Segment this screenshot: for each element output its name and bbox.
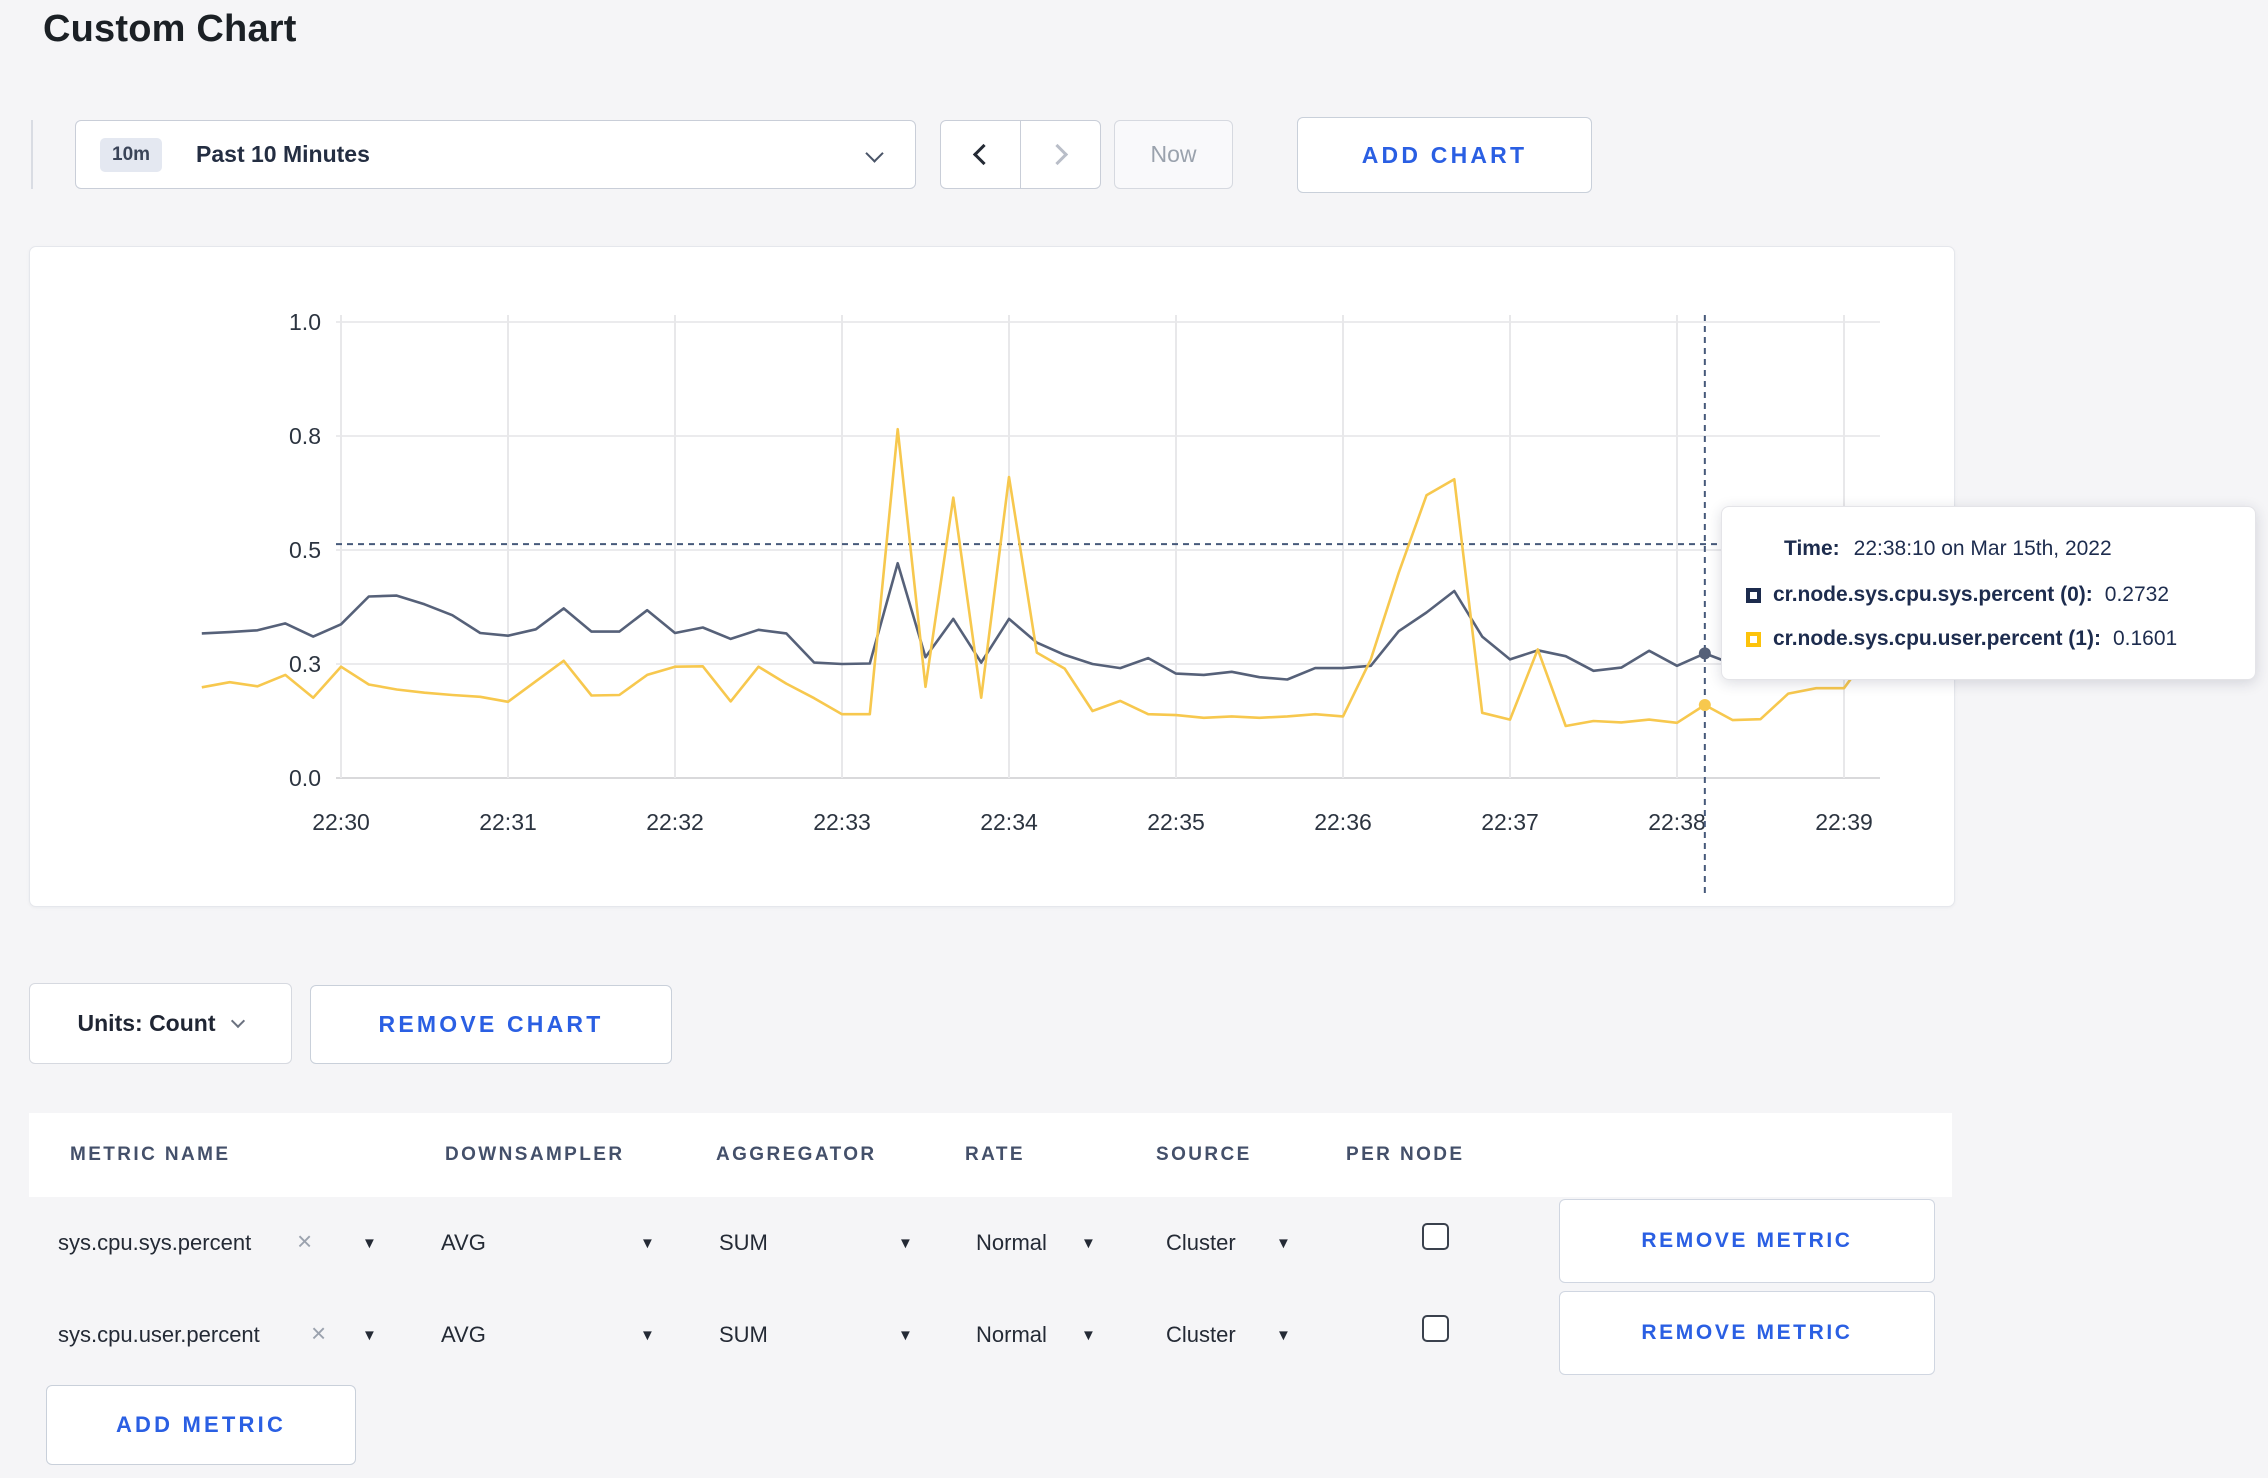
column-header-aggregator: AGGREGATOR <box>716 1144 877 1165</box>
prev-time-button[interactable] <box>941 121 1021 188</box>
source-caret-icon[interactable]: ▼ <box>1276 1327 1291 1344</box>
time-nav-group <box>940 120 1101 189</box>
tooltip-time-row: Time: 22:38:10 on Mar 15th, 2022 <box>1784 537 2112 561</box>
chevron-left-icon <box>972 143 994 166</box>
column-header-rate: RATE <box>965 1144 1025 1165</box>
svg-text:22:32: 22:32 <box>646 809 704 835</box>
per-node-checkbox[interactable] <box>1422 1223 1449 1250</box>
svg-text:0.0: 0.0 <box>289 765 321 791</box>
clear-metric-icon[interactable]: × <box>297 1226 313 1256</box>
add-metric-button[interactable]: ADD METRIC <box>46 1385 356 1465</box>
cpu-usage-chart[interactable]: 1.0 0.8 0.5 0.3 0.0 22:30 22:31 22:32 22:33 22:34… <box>30 247 1956 908</box>
svg-text:22:33: 22:33 <box>813 809 871 835</box>
units-dropdown[interactable]: Units: Count <box>29 983 292 1064</box>
column-header-source: SOURCE <box>1156 1144 1252 1165</box>
svg-text:1.0: 1.0 <box>289 309 321 335</box>
tooltip-series-row: cr.node.sys.cpu.sys.percent (0): 0.2732 <box>1746 583 2169 607</box>
svg-text:0.8: 0.8 <box>289 423 321 449</box>
downsampler-caret-icon[interactable]: ▼ <box>640 1235 655 1252</box>
sys-series-swatch-icon <box>1746 587 1761 603</box>
units-dropdown-label: Units: Count <box>77 1010 216 1036</box>
tooltip-series-name: cr.node.sys.cpu.sys.percent (0): <box>1773 583 2093 606</box>
svg-text:22:31: 22:31 <box>479 809 537 835</box>
column-header-per-node: PER NODE <box>1346 1144 1465 1165</box>
user-series-swatch-icon <box>1746 631 1761 647</box>
metric-caret-icon[interactable]: ▼ <box>362 1327 377 1344</box>
svg-text:0.3: 0.3 <box>289 651 321 677</box>
next-time-button[interactable] <box>1021 121 1101 188</box>
rate-select[interactable]: Normal <box>976 1230 1047 1255</box>
source-select[interactable]: Cluster <box>1166 1322 1236 1347</box>
per-node-checkbox[interactable] <box>1422 1315 1449 1342</box>
time-window-dropdown[interactable]: 10m Past 10 Minutes <box>75 120 916 189</box>
add-chart-button[interactable]: ADD CHART <box>1297 117 1592 193</box>
chart-tooltip: Time: 22:38:10 on Mar 15th, 2022 cr.node.… <box>1721 506 2256 680</box>
aggregator-select[interactable]: SUM <box>719 1230 768 1255</box>
downsampler-caret-icon[interactable]: ▼ <box>640 1327 655 1344</box>
aggregator-caret-icon[interactable]: ▼ <box>898 1327 913 1344</box>
source-select[interactable]: Cluster <box>1166 1230 1236 1255</box>
svg-text:22:36: 22:36 <box>1314 809 1372 835</box>
chevron-down-icon <box>231 1013 246 1028</box>
downsampler-select[interactable]: AVG <box>441 1322 486 1347</box>
chevron-down-icon <box>865 144 884 163</box>
tooltip-series-value: 0.1601 <box>2112 627 2178 650</box>
metric-name-value[interactable]: sys.cpu.sys.percent <box>58 1230 252 1255</box>
svg-text:22:30: 22:30 <box>312 809 370 835</box>
svg-text:22:35: 22:35 <box>1147 809 1205 835</box>
tooltip-series-row: cr.node.sys.cpu.user.percent (1): 0.1601 <box>1746 627 2177 651</box>
column-header-downsampler: DOWNSAMPLER <box>445 1144 625 1165</box>
time-window-label: Past 10 Minutes <box>196 141 370 167</box>
aggregator-caret-icon[interactable]: ▼ <box>898 1235 913 1252</box>
metric-name-value[interactable]: sys.cpu.user.percent <box>58 1322 260 1347</box>
rate-caret-icon[interactable]: ▼ <box>1081 1235 1096 1252</box>
chevron-right-icon <box>1046 143 1068 166</box>
rate-caret-icon[interactable]: ▼ <box>1081 1327 1096 1344</box>
svg-text:22:34: 22:34 <box>980 809 1038 835</box>
remove-chart-button[interactable]: REMOVE CHART <box>310 985 672 1064</box>
rate-select[interactable]: Normal <box>976 1322 1047 1347</box>
time-window-badge: 10m <box>100 137 163 172</box>
downsampler-select[interactable]: AVG <box>441 1230 486 1255</box>
tooltip-time-label: Time: <box>1784 537 1840 560</box>
metric-row: sys.cpu.user.percent × ▼ AVG ▼ SUM ▼ Nor… <box>29 1291 1952 1379</box>
svg-text:22:37: 22:37 <box>1481 809 1539 835</box>
clear-metric-icon[interactable]: × <box>311 1318 327 1348</box>
svg-text:22:39: 22:39 <box>1815 809 1873 835</box>
page-title: Custom Chart <box>43 8 297 50</box>
aggregator-select[interactable]: SUM <box>719 1322 768 1347</box>
svg-text:0.5: 0.5 <box>289 537 321 563</box>
remove-metric-button[interactable]: REMOVE METRIC <box>1559 1291 1935 1375</box>
metric-caret-icon[interactable]: ▼ <box>362 1235 377 1252</box>
remove-metric-button[interactable]: REMOVE METRIC <box>1559 1199 1935 1283</box>
chart-panel: 1.0 0.8 0.5 0.3 0.0 22:30 22:31 22:32 22:33 22:34… <box>29 246 1956 908</box>
toolbar-divider <box>31 120 33 189</box>
tooltip-series-name: cr.node.sys.cpu.user.percent (1): <box>1773 627 2101 650</box>
svg-text:22:38: 22:38 <box>1648 809 1706 835</box>
metric-row: sys.cpu.sys.percent × ▼ AVG ▼ SUM ▼ Norm… <box>29 1199 1952 1287</box>
now-button[interactable]: Now <box>1114 120 1233 189</box>
source-caret-icon[interactable]: ▼ <box>1276 1235 1291 1252</box>
metrics-table-header: METRIC NAME DOWNSAMPLER AGGREGATOR RATE … <box>29 1113 1952 1197</box>
tooltip-time-value: 22:38:10 on Mar 15th, 2022 <box>1853 537 2112 560</box>
tooltip-series-value: 0.2732 <box>2104 583 2170 606</box>
column-header-metric-name: METRIC NAME <box>70 1144 231 1165</box>
